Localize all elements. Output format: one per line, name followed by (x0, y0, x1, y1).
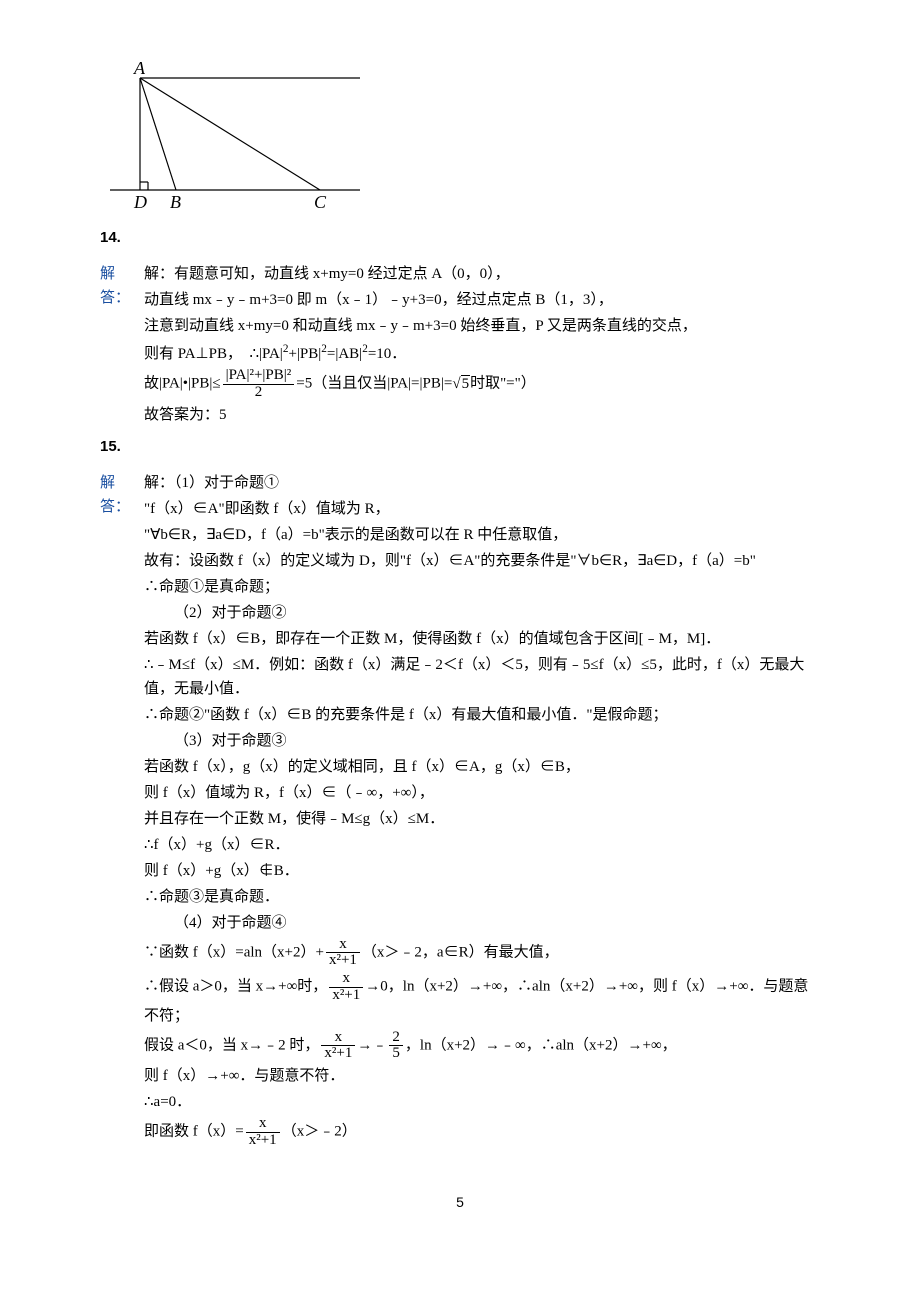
q15-p20: 假设 a＜0，当 x→﹣2 时，xx²+1→﹣25，ln（x+2）→﹣∞，∴al… (144, 1030, 820, 1063)
sqrt-5: 5 (452, 372, 470, 396)
q15-p15: 则 f（x）+g（x）∉B． (144, 859, 820, 883)
q15-p7: 若函数 f（x）∈B，即存在一个正数 M，使得函数 f（x）的值域包含于区间[﹣… (144, 627, 820, 651)
fraction: xx²+1 (329, 971, 363, 1004)
q15-p17: （4）对于命题④ (144, 911, 820, 935)
q15-p2: "f（x）∈A"即函数 f（x）值域为 R， (144, 497, 820, 521)
svg-text:D: D (133, 192, 147, 210)
svg-text:C: C (314, 192, 327, 210)
label-jie: 解 (100, 471, 144, 495)
q15-p22: ∴a=0． (144, 1090, 820, 1114)
q15-p18: ∵函数 f（x）=aln（x+2）+xx²+1（x＞﹣2，a∈R）有最大值， (144, 937, 820, 970)
q15-p8: ∴﹣M≤f（x）≤M．例如：函数 f（x）满足﹣2＜f（x）＜5，则有﹣5≤f（… (144, 653, 820, 701)
geometry-diagram: A D B C (100, 60, 820, 218)
fraction: |PA|²+|PB|²2 (223, 368, 295, 401)
q15-p4: 故有：设函数 f（x）的定义域为 D，则"f（x）∈A"的充要条件是"∀b∈R，… (144, 549, 820, 573)
q15-p19: ∴假设 a＞0，当 x→+∞时，xx²+1→0，ln（x+2）→+∞，∴aln（… (144, 971, 820, 1028)
svg-text:A: A (133, 60, 146, 78)
answer-label: 解 答： (100, 262, 144, 310)
q15-p13: 并且存在一个正数 M，使得﹣M≤g（x）≤M． (144, 807, 820, 831)
q14-line3: 注意到动直线 x+my=0 和动直线 mx﹣y﹣m+3=0 始终垂直，P 又是两… (144, 314, 820, 338)
fraction: xx²+1 (321, 1030, 355, 1063)
q14-line2: 动直线 mx﹣y﹣m+3=0 即 m（x﹣1）﹣y+3=0，经过点定点 B（1，… (144, 288, 820, 312)
q15-p16: ∴命题③是真命题． (144, 885, 820, 909)
q15-p5: ∴命题①是真命题； (144, 575, 820, 599)
question-14: 14. (100, 226, 820, 250)
q15-p12: 则 f（x）值域为 R，f（x）∈（﹣∞，+∞）， (144, 781, 820, 805)
q15-p10: （3）对于命题③ (144, 729, 820, 753)
q14-answer-block: 解 答： 解：有题意可知，动直线 x+my=0 经过定点 A（0，0）， 动直线… (100, 262, 820, 429)
svg-text:B: B (170, 192, 181, 210)
q15-p9: ∴命题②"函数 f（x）∈B 的充要条件是 f（x）有最大值和最小值．"是假命题… (144, 703, 820, 727)
q15-p1: 解：（1）对于命题① (144, 471, 820, 495)
fraction: 25 (389, 1030, 403, 1063)
q14-line6: 故答案为：5 (144, 403, 820, 427)
page-number: 5 (100, 1191, 820, 1213)
fraction: xx²+1 (246, 1116, 280, 1149)
q14-number: 14. (100, 226, 140, 250)
diagram-svg: A D B C (100, 60, 360, 210)
label-da: 答： (100, 286, 144, 310)
q14-line1: 解：有题意可知，动直线 x+my=0 经过定点 A（0，0）， (144, 262, 820, 286)
q15-body: 解：（1）对于命题① "f（x）∈A"即函数 f（x）值域为 R， "∀b∈R，… (144, 471, 820, 1151)
q15-p23: 即函数 f（x）=xx²+1（x＞﹣2） (144, 1116, 820, 1149)
q14-line4: 则有 PA⊥PB， ∴|PA|2+|PB|2=|AB|2=10． (144, 340, 820, 366)
label-jie: 解 (100, 262, 144, 286)
q15-answer-block: 解 答： 解：（1）对于命题① "f（x）∈A"即函数 f（x）值域为 R， "… (100, 471, 820, 1151)
question-15: 15. (100, 435, 820, 459)
fraction: xx²+1 (326, 937, 360, 970)
q14-body: 解：有题意可知，动直线 x+my=0 经过定点 A（0，0）， 动直线 mx﹣y… (144, 262, 820, 429)
q15-p14: ∴f（x）+g（x）∈R． (144, 833, 820, 857)
q15-number: 15. (100, 435, 140, 459)
q15-p21: 则 f（x）→+∞．与题意不符． (144, 1064, 820, 1088)
q14-line5: 故|PA|•|PB|≤|PA|²+|PB|²2=5（当且仅当|PA|=|PB|=… (144, 368, 820, 401)
answer-label: 解 答： (100, 471, 144, 519)
q15-p11: 若函数 f（x），g（x）的定义域相同，且 f（x）∈A，g（x）∈B， (144, 755, 820, 779)
label-da: 答： (100, 495, 144, 519)
q15-p3: "∀b∈R，∃a∈D，f（a）=b"表示的是函数可以在 R 中任意取值， (144, 523, 820, 547)
q15-p6: （2）对于命题② (144, 601, 820, 625)
